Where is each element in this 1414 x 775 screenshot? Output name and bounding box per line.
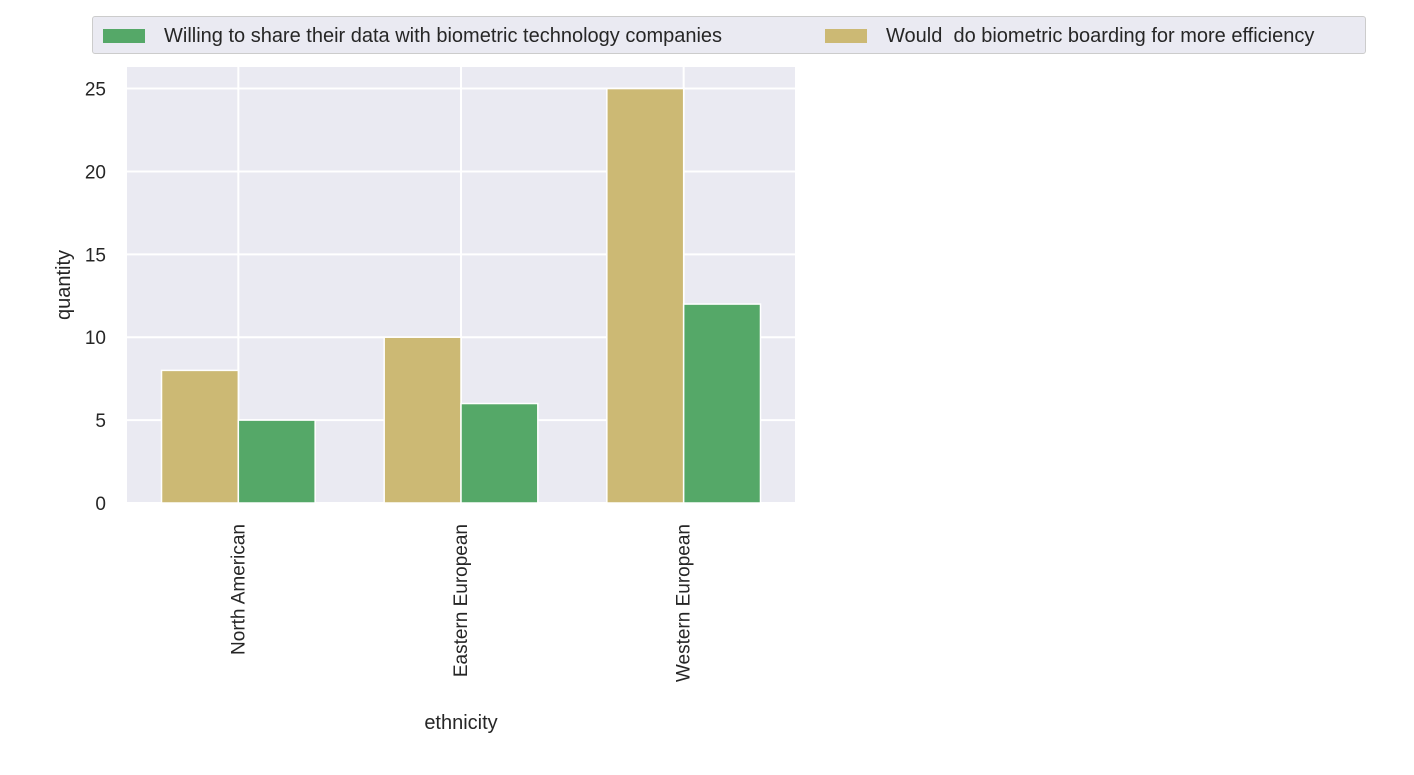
y-tick-label: 15 [85, 245, 106, 266]
bar-series-1-north-american [237, 419, 316, 504]
bar-series-1-western-european [682, 303, 762, 504]
legend-item-biometric-boarding: Would do biometric boarding for more eff… [825, 17, 1314, 55]
bar-series-0-western-european [606, 87, 685, 504]
x-tick-labels: North American Eastern European Western Eu… [228, 524, 694, 682]
bar-series-1-eastern-european [460, 402, 539, 504]
bar-series-0-eastern-european [383, 336, 462, 504]
x-tick-label: Eastern European [451, 524, 472, 677]
y-tick-labels: 0 5 10 15 20 25 [85, 80, 106, 515]
legend-label-share-data: Willing to share their data with biometr… [164, 24, 723, 47]
y-axis-title: quantity [53, 250, 75, 320]
legend-swatch-share-data [103, 29, 145, 43]
x-axis-title: ethnicity [424, 712, 497, 734]
x-tick-label: North American [228, 524, 249, 655]
legend-label-biometric-boarding: Would do biometric boarding for more eff… [886, 24, 1315, 47]
legend-item-share-data: Willing to share their data with biometr… [103, 17, 722, 55]
bars [160, 87, 762, 504]
y-tick-label: 25 [85, 80, 106, 101]
y-tick-label: 10 [85, 328, 106, 349]
y-tick-label: 20 [85, 162, 106, 183]
y-tick-label: 0 [95, 494, 106, 515]
bar-series-0-north-american [160, 369, 240, 504]
legend-swatch-biometric-boarding [825, 29, 867, 43]
y-tick-label: 5 [95, 411, 106, 432]
x-tick-label: Western European [674, 524, 695, 682]
chart-legend: Willing to share their data with biometr… [92, 16, 1366, 54]
